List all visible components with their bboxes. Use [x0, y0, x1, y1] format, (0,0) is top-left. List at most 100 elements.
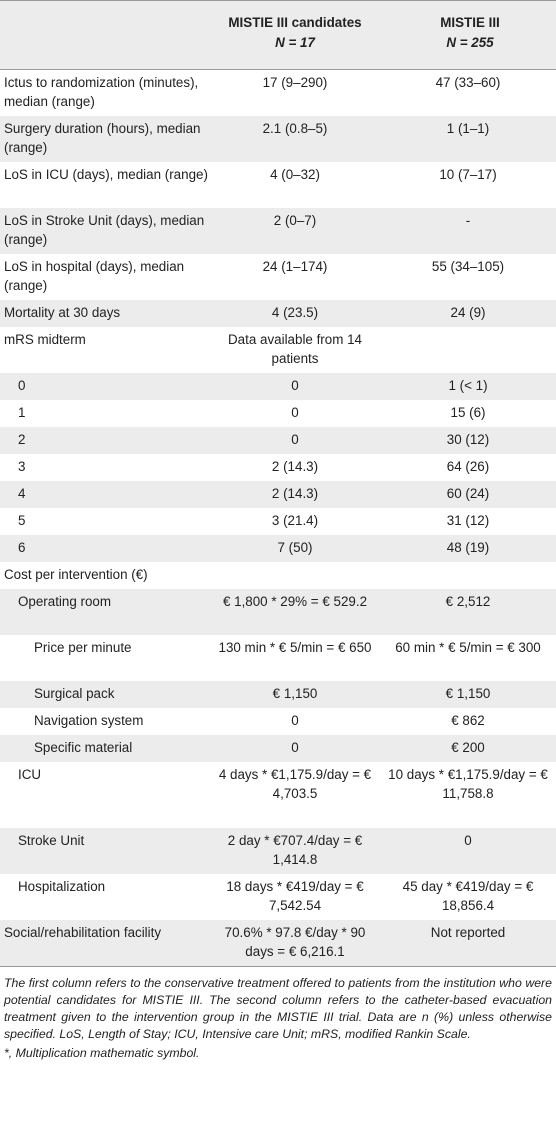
table-row: Surgery duration (hours), median (range)… [0, 116, 556, 162]
header-col-mistie: MISTIE III N = 255 [385, 13, 555, 53]
table-row: Specific material 0 € 200 [0, 735, 556, 762]
cell-candidates: 0 [291, 713, 299, 728]
header-col-candidates: MISTIE III candidates N = 17 [210, 13, 380, 53]
table-row: 1 0 15 (6) [0, 400, 556, 427]
cell-mistie [380, 327, 556, 373]
row-label: 5 [18, 513, 26, 528]
footnote-main: The first column refers to the conservat… [4, 976, 552, 1041]
cell-mistie: € 2,512 [445, 594, 491, 609]
cell-candidates: 0 [291, 378, 299, 393]
table-row: Hospitalization 18 days * €419/day = € 7,… [0, 874, 556, 920]
row-label: Surgery duration (hours), median (range) [4, 121, 201, 155]
table-row: LoS in hospital (days), median (range) 24… [0, 254, 556, 300]
row-label: Hospitalization [18, 879, 106, 894]
row-label: LoS in hospital (days), median (range) [4, 259, 185, 293]
table-row: Navigation system 0 € 862 [0, 708, 556, 735]
table-row: Ictus to randomization (minutes), median… [0, 70, 556, 116]
cell-mistie: Not reported [430, 925, 506, 940]
cell-candidates: 2 (14.3) [271, 459, 319, 474]
table-row: 5 3 (21.4) 31 (12) [0, 508, 556, 535]
cell-mistie: 1 (< 1) [448, 378, 488, 393]
data-table: MISTIE III candidates N = 17 MISTIE III … [0, 0, 556, 967]
cell-candidates: 70.6% * 97.8 €/day * 90 days = € 6,216.1 [224, 925, 366, 959]
table-row: mRS midterm Data available from 14 patien… [0, 327, 556, 373]
cell-candidates: 0 [291, 740, 299, 755]
table-row: Cost per intervention (€) [0, 562, 556, 589]
row-label: Operating room [18, 594, 112, 609]
cell-mistie: 64 (26) [446, 459, 490, 474]
cell-mistie: - [465, 213, 471, 228]
table-row: Operating room € 1,800 * 29% = € 529.2 € 2… [0, 589, 556, 635]
table-row: ICU 4 days * €1,175.9/day = € 4,703.5 10 d… [0, 762, 556, 828]
table-row: 4 2 (14.3) 60 (24) [0, 481, 556, 508]
cell-candidates: 4 (23.5) [271, 305, 319, 320]
row-label: Stroke Unit [18, 833, 85, 848]
cell-candidates: 2 day * €707.4/day = € 1,414.8 [227, 833, 363, 867]
cell-candidates: 17 (9–290) [262, 75, 328, 90]
cell-candidates: 0 [291, 405, 299, 420]
cell-candidates: 2 (0–7) [273, 213, 317, 228]
cell-mistie: € 1,150 [445, 686, 491, 701]
footnote-symbol: *, Multiplication mathematic symbol. [4, 1046, 200, 1060]
row-label: 2 [18, 432, 26, 447]
table-row: Stroke Unit 2 day * €707.4/day = € 1,414.… [0, 828, 556, 874]
row-label: 4 [18, 486, 26, 501]
table-row: Surgical pack € 1,150 € 1,150 [0, 681, 556, 708]
row-label: 6 [18, 540, 26, 555]
cell-mistie: 0 [464, 833, 472, 848]
cell-mistie: 55 (34–105) [431, 259, 505, 274]
row-label: 3 [18, 459, 26, 474]
cell-candidates: 2.1 (0.8–5) [262, 121, 328, 136]
cell-mistie [380, 562, 556, 589]
cell-candidates: 0 [291, 432, 299, 447]
cell-mistie: 10 (7–17) [439, 167, 497, 182]
row-label: Price per minute [34, 640, 132, 655]
cell-candidates: € 1,800 * 29% = € 529.2 [222, 594, 368, 609]
cell-candidates: 24 (1–174) [262, 259, 328, 274]
table-row: Social/rehabilitation facility 70.6% * 97… [0, 920, 556, 966]
cell-mistie: 60 (24) [446, 486, 490, 501]
cell-mistie: 60 min * € 5/min = € 300 [395, 640, 541, 655]
cell-candidates: Data available from 14 patients [228, 332, 362, 366]
row-label: Mortality at 30 days [4, 305, 121, 320]
cell-mistie: € 862 [451, 713, 485, 728]
cell-candidates: 2 (14.3) [271, 486, 319, 501]
cell-candidates: 3 (21.4) [271, 513, 319, 528]
cell-mistie: 10 days * €1,175.9/day = € 11,758.8 [388, 767, 548, 801]
table-header: MISTIE III candidates N = 17 MISTIE III … [0, 0, 556, 70]
header-col1-title: MISTIE III candidates [228, 15, 362, 30]
cell-candidates: 7 (50) [277, 540, 313, 555]
table-body: Ictus to randomization (minutes), median… [0, 70, 556, 967]
cell-candidates: 4 days * €1,175.9/day = € 4,703.5 [218, 767, 372, 801]
row-label: Navigation system [34, 713, 144, 728]
table-row: 0 0 1 (< 1) [0, 373, 556, 400]
row-label: Social/rehabilitation facility [4, 925, 162, 940]
cell-mistie: 30 (12) [446, 432, 490, 447]
cell-mistie: € 200 [451, 740, 485, 755]
row-label: Ictus to randomization (minutes), median… [4, 75, 199, 109]
table-row: 3 2 (14.3) 64 (26) [0, 454, 556, 481]
header-col1-n: N = 17 [275, 35, 315, 50]
table-row: LoS in Stroke Unit (days), median (range… [0, 208, 556, 254]
header-col2-title: MISTIE III [440, 15, 500, 30]
table-row: 2 0 30 (12) [0, 427, 556, 454]
row-label: Surgical pack [34, 686, 115, 701]
row-label: 0 [18, 378, 26, 393]
row-label: ICU [18, 767, 42, 782]
cell-candidates: € 1,150 [272, 686, 318, 701]
row-label: Specific material [34, 740, 133, 755]
row-label: 1 [18, 405, 26, 420]
row-label: mRS midterm [4, 332, 86, 347]
cell-mistie: 48 (19) [446, 540, 490, 555]
row-label: Cost per intervention (€) [4, 567, 148, 582]
cell-mistie: 1 (1–1) [446, 121, 490, 136]
cell-mistie: 15 (6) [450, 405, 486, 420]
cell-mistie: 24 (9) [450, 305, 486, 320]
cell-candidates: 4 (0–32) [270, 167, 320, 182]
table-row: 6 7 (50) 48 (19) [0, 535, 556, 562]
table-row: Price per minute 130 min * € 5/min = € 65… [0, 635, 556, 681]
table-row: LoS in ICU (days), median (range) 4 (0–32… [0, 162, 556, 208]
row-label: LoS in Stroke Unit (days), median (range… [4, 213, 205, 247]
cell-candidates [210, 562, 380, 589]
cell-mistie: 47 (33–60) [435, 75, 501, 90]
